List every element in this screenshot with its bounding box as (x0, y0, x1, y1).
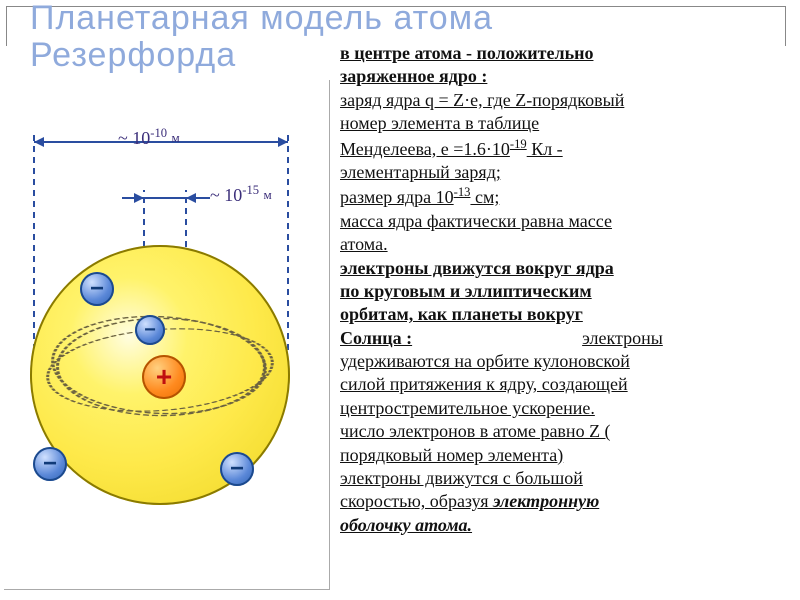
text-em: оболочку атома. (340, 515, 472, 535)
atom-dia-exp: -10 (150, 126, 167, 140)
plus-sign: + (156, 361, 172, 393)
text-line: Солнца : (340, 328, 412, 348)
title-line1: Планетарная модель атома (30, 0, 493, 37)
text-line: силой притяжения к ядру, создающей (340, 374, 628, 394)
text-line: удерживаются на орбите кулоновской (340, 351, 630, 371)
text-line: порядковый номер элемента) (340, 445, 563, 465)
text-line: номер элемента в таблице (340, 113, 539, 133)
text-exp: -19 (510, 137, 527, 151)
text-em: электронную (493, 491, 599, 511)
text-line: в центре атома - положительно (340, 43, 593, 63)
text-line: элементарный заряд; (340, 162, 501, 182)
electron: − (33, 447, 67, 481)
text-line: электроны движутся с большой (340, 468, 583, 488)
electron: − (220, 452, 254, 486)
minus-sign: − (230, 457, 244, 481)
atom-diameter-label: ~ 10-10 м (118, 126, 180, 149)
text-line: Кл - (527, 139, 563, 159)
text-line: размер ядра 10 (340, 187, 454, 207)
text-exp: -13 (454, 185, 471, 199)
atom-dia-unit: м (172, 130, 180, 146)
body-text: в центре атома - положительно заряженное… (334, 40, 794, 600)
electron: − (80, 272, 114, 306)
minus-sign: − (90, 277, 104, 301)
text-line: заряд ядра q = Z·e, где Z-порядковый (340, 90, 624, 110)
text-line: скоростью, образуя (340, 491, 493, 511)
text-line: см; (470, 187, 499, 207)
nuc-dia-exp: -15 (242, 183, 259, 197)
text-line: орбитам, как планеты вокруг (340, 304, 583, 324)
text-line: Менделеева, e =1.6·10 (340, 139, 510, 159)
text-line: центростремительное ускорение. (340, 398, 595, 418)
text-line: атома. (340, 234, 388, 254)
text-line: электроны (582, 328, 663, 348)
electron: − (135, 315, 165, 345)
minus-sign: − (43, 452, 57, 476)
nuc-dia-unit: м (264, 187, 272, 203)
text-line: электроны движутся вокруг ядра (340, 258, 614, 278)
atom-diagram: ~ 10-10 м ~ 10-15 м + − − − − (10, 130, 320, 500)
nuc-dia-prefix: ~ 10 (210, 185, 242, 205)
text-line: заряженное ядро : (340, 66, 487, 86)
nucleus-diameter-label: ~ 10-15 м (210, 183, 272, 206)
text-line: число электронов в атоме равно Z ( (340, 421, 611, 441)
atom-dia-prefix: ~ 10 (118, 128, 150, 148)
text-line: масса ядра фактически равна массе (340, 211, 612, 231)
nucleus: + (142, 355, 186, 399)
text-line: по круговым и эллиптическим (340, 281, 592, 301)
minus-sign: − (144, 320, 156, 340)
